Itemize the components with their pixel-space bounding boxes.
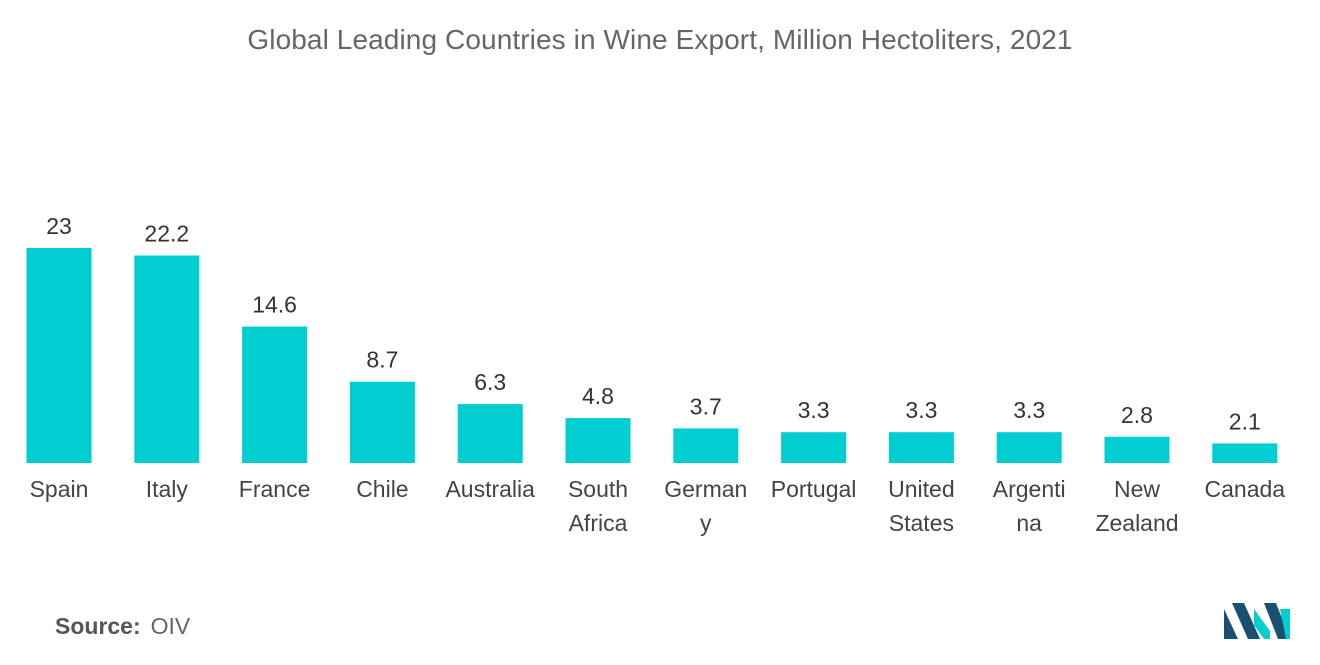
value-label-3: 8.7 — [366, 347, 398, 373]
bar-chart: 23 Spain 22.2 Italy 14.6 France 8.7 Chile 6.3 Aus… — [26, 213, 1286, 536]
category-label-8-line-1: States — [889, 510, 954, 536]
category-label-8-line-0: United — [888, 476, 954, 502]
value-label-5: 4.8 — [582, 383, 614, 409]
category-label-5-line-0: South — [568, 476, 628, 502]
category-label-10-line-1: Zealand — [1095, 510, 1178, 536]
category-label-1: Italy — [146, 476, 189, 502]
value-label-8: 3.3 — [905, 397, 937, 423]
value-label-7: 3.3 — [798, 397, 830, 423]
category-label-0: Spain — [30, 476, 89, 502]
value-label-6: 3.7 — [690, 393, 722, 419]
value-label-11: 2.1 — [1229, 408, 1261, 434]
value-label-0: 23 — [46, 213, 72, 239]
category-label-9-line-1: na — [1016, 510, 1042, 536]
value-label-9: 3.3 — [1013, 397, 1045, 423]
category-label-7: Portugal — [771, 476, 857, 502]
bar-7 — [781, 432, 847, 463]
bar-9 — [996, 432, 1062, 463]
mordor-intelligence-logo-icon — [1224, 603, 1290, 639]
bar-0 — [26, 248, 92, 463]
source-value: OIV — [150, 613, 191, 639]
category-label-6-line-1: y — [700, 510, 712, 536]
bar-2 — [242, 326, 308, 463]
bar-10 — [1104, 436, 1170, 463]
category-label-3: Chile — [356, 476, 408, 502]
value-label-4: 6.3 — [474, 369, 506, 395]
bar-3 — [349, 381, 415, 463]
bar-8 — [888, 432, 954, 463]
category-label-9-line-0: Argenti — [993, 476, 1066, 502]
value-label-2: 14.6 — [252, 292, 297, 318]
value-label-1: 22.2 — [144, 221, 189, 247]
category-label-2: France — [239, 476, 311, 502]
source-note: Source: OIV — [55, 613, 190, 640]
bar-11 — [1212, 443, 1278, 463]
bar-5 — [565, 418, 631, 463]
category-label-5-line-1: Africa — [569, 510, 628, 536]
bar-6 — [673, 428, 739, 463]
category-label-11: Canada — [1205, 476, 1286, 502]
value-label-10: 2.8 — [1121, 402, 1153, 428]
category-label-4: Australia — [445, 476, 535, 502]
bar-4 — [457, 404, 523, 463]
source-label: Source: — [55, 613, 141, 639]
category-label-6-line-0: German — [664, 476, 747, 502]
chart-title: Global Leading Countries in Wine Export,… — [247, 24, 1073, 55]
category-label-10-line-0: New — [1114, 476, 1160, 502]
bar-1 — [134, 255, 200, 463]
